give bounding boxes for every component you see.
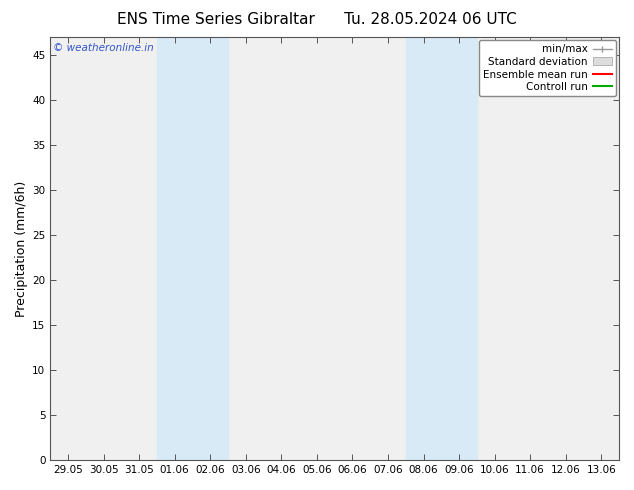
Text: © weatheronline.in: © weatheronline.in [53,44,154,53]
Y-axis label: Precipitation (mm/6h): Precipitation (mm/6h) [15,180,28,317]
Text: ENS Time Series Gibraltar      Tu. 28.05.2024 06 UTC: ENS Time Series Gibraltar Tu. 28.05.2024… [117,12,517,27]
Bar [406,37,477,460]
Bar [157,37,228,460]
Legend: min/max, Standard deviation, Ensemble mean run, Controll run: min/max, Standard deviation, Ensemble me… [479,40,616,97]
